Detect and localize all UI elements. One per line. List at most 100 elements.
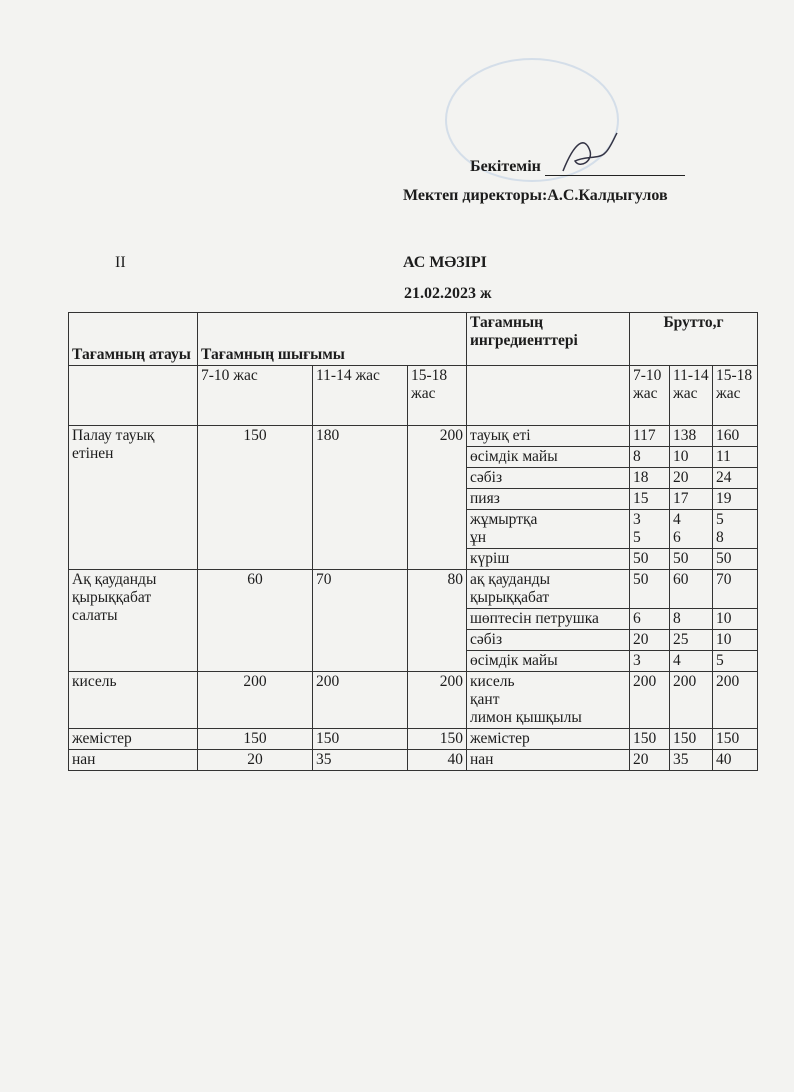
header-brutto: Брутто,г bbox=[629, 312, 758, 366]
dish-name: Ақ қауданды қырыққабат салаты bbox=[68, 569, 198, 672]
brutto-11-14: 200 bbox=[669, 671, 713, 729]
section-number: II bbox=[115, 254, 126, 271]
output-11-14: 150 bbox=[312, 728, 408, 750]
output-11-14: 180 bbox=[312, 425, 408, 570]
brutto-11-14: 20 bbox=[669, 467, 713, 489]
brutto-7-10: 20 bbox=[629, 749, 670, 771]
output-7-10: 200 bbox=[197, 671, 313, 729]
brutto-15-18: 150 bbox=[712, 728, 758, 750]
table-row: сәбіз 18 20 24 bbox=[69, 467, 758, 489]
director-name: Мектеп директоры:А.С.Калдыгулов bbox=[403, 187, 668, 204]
dish-name: кисель bbox=[68, 671, 198, 729]
brutto-15-18: 40 bbox=[712, 749, 758, 771]
brutto-7-10: 150 bbox=[629, 728, 670, 750]
ingredient-name: өсімдік майы bbox=[466, 650, 630, 672]
brutto-15-18: 160 bbox=[712, 425, 758, 447]
table-row: кисель 200 200 200 кисель қант лимон қышқылы… bbox=[68, 671, 758, 729]
output-7-10: 150 bbox=[197, 728, 313, 750]
output-7-10: 20 bbox=[197, 749, 313, 771]
ingredient-name: күріш bbox=[466, 548, 630, 570]
output-11-14: 200 bbox=[312, 671, 408, 729]
header-output: Тағамның шығымы bbox=[197, 312, 467, 366]
output-15-18: 200 bbox=[407, 425, 467, 570]
brutto-11-14: 138 bbox=[669, 425, 713, 447]
brutto-11-14: 4 bbox=[669, 650, 713, 672]
header-ingredients: Тағамның ингредиенттері bbox=[466, 312, 630, 366]
ingredient-name: нан bbox=[466, 749, 630, 771]
brutto-15-18: 11 bbox=[712, 446, 758, 468]
ingredient-name: жемістер bbox=[466, 728, 630, 750]
brutto-7-10: 200 bbox=[629, 671, 670, 729]
empty-cell bbox=[68, 365, 198, 426]
output-7-10: 150 bbox=[197, 425, 313, 570]
table-row: пияз 15 17 19 bbox=[69, 488, 758, 510]
output-15-18: 40 bbox=[407, 749, 467, 771]
brutto-15-18: 24 bbox=[712, 467, 758, 489]
brutto-7-10: 18 bbox=[629, 467, 670, 489]
signature-icon bbox=[562, 132, 618, 172]
output-11-14: 35 bbox=[312, 749, 408, 771]
brutto-7-10: 8 bbox=[629, 446, 670, 468]
page-title: АС МӘЗІРІ bbox=[403, 254, 487, 271]
output-age-7-10: 7-10 жас bbox=[197, 365, 313, 426]
brutto-7-10: 3 5 bbox=[629, 509, 670, 549]
brutto-15-18: 70 bbox=[712, 569, 758, 609]
faded-stamp bbox=[445, 58, 619, 182]
output-age-11-14: 11-14 жас bbox=[312, 365, 408, 426]
brutto-11-14: 8 bbox=[669, 608, 713, 630]
brutto-15-18: 200 bbox=[712, 671, 758, 729]
brutto-7-10: 20 bbox=[629, 629, 670, 651]
table-row: Палау тауық етінен 150 180 200 тауық еті 117 1… bbox=[68, 425, 758, 570]
ingredient-name: пияз bbox=[466, 488, 630, 510]
brutto-11-14: 17 bbox=[669, 488, 713, 510]
header-dish-name: Тағамның атауы bbox=[68, 312, 198, 366]
brutto-7-10: 15 bbox=[629, 488, 670, 510]
dish-name: нан bbox=[68, 749, 198, 771]
brutto-11-14: 35 bbox=[669, 749, 713, 771]
brutto-15-18: 50 bbox=[712, 548, 758, 570]
dish-name: Палау тауық етінен bbox=[68, 425, 198, 570]
brutto-age-7-10: 7-10 жас bbox=[629, 365, 670, 426]
brutto-15-18: 10 bbox=[712, 608, 758, 630]
menu-table: Тағамның атауы Тағамның шығымы Тағамның … bbox=[68, 312, 758, 771]
output-age-15-18: 15-18 жас bbox=[407, 365, 467, 426]
approval-line: Бекітемін bbox=[470, 132, 685, 176]
output-7-10: 60 bbox=[197, 569, 313, 672]
dish-name: жемістер bbox=[68, 728, 198, 750]
table-row: жемістер 150 150 150 жемістер 150 150 150 bbox=[68, 728, 758, 750]
brutto-15-18: 5 bbox=[712, 650, 758, 672]
brutto-7-10: 117 bbox=[629, 425, 670, 447]
output-11-14: 70 bbox=[312, 569, 408, 672]
table-row: нан 20 35 40 нан 20 35 40 bbox=[68, 749, 758, 771]
brutto-11-14: 150 bbox=[669, 728, 713, 750]
ingredient-name: сәбіз bbox=[466, 467, 630, 489]
brutto-11-14: 50 bbox=[669, 548, 713, 570]
ingredient-name: тауық еті bbox=[466, 425, 630, 447]
ingredient-name: жұмыртқа ұн bbox=[466, 509, 630, 549]
brutto-11-14: 60 bbox=[669, 569, 713, 609]
brutto-7-10: 50 bbox=[629, 569, 670, 609]
brutto-11-14: 10 bbox=[669, 446, 713, 468]
table-row: Ақ қауданды қырыққабат салаты 60 70 80 ақ қа… bbox=[68, 569, 758, 672]
brutto-15-18: 5 8 bbox=[712, 509, 758, 549]
signature-line bbox=[544, 132, 685, 176]
brutto-11-14: 4 6 bbox=[669, 509, 713, 549]
ingredient-name: сәбіз bbox=[466, 629, 630, 651]
brutto-15-18: 10 bbox=[712, 629, 758, 651]
brutto-15-18: 19 bbox=[712, 488, 758, 510]
ingredient-name: өсімдік майы bbox=[466, 446, 630, 468]
table-row: өсімдік майы 8 10 11 bbox=[69, 446, 758, 468]
brutto-7-10: 50 bbox=[629, 548, 670, 570]
approve-label: Бекітемін bbox=[470, 158, 541, 175]
output-15-18: 150 bbox=[407, 728, 467, 750]
brutto-7-10: 3 bbox=[629, 650, 670, 672]
brutto-age-11-14: 11-14 жас bbox=[669, 365, 713, 426]
ingredient-name: ақ қауданды қырыққабат bbox=[466, 569, 630, 609]
brutto-11-14: 25 bbox=[669, 629, 713, 651]
brutto-age-15-18: 15-18 жас bbox=[712, 365, 758, 426]
ingredient-name: шөптесін петрушка bbox=[466, 608, 630, 630]
output-15-18: 200 bbox=[407, 671, 467, 729]
brutto-7-10: 6 bbox=[629, 608, 670, 630]
menu-date: 21.02.2023 ж bbox=[404, 285, 492, 302]
output-15-18: 80 bbox=[407, 569, 467, 672]
